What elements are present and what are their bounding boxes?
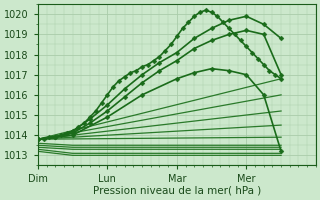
- X-axis label: Pression niveau de la mer( hPa ): Pression niveau de la mer( hPa ): [93, 186, 261, 196]
